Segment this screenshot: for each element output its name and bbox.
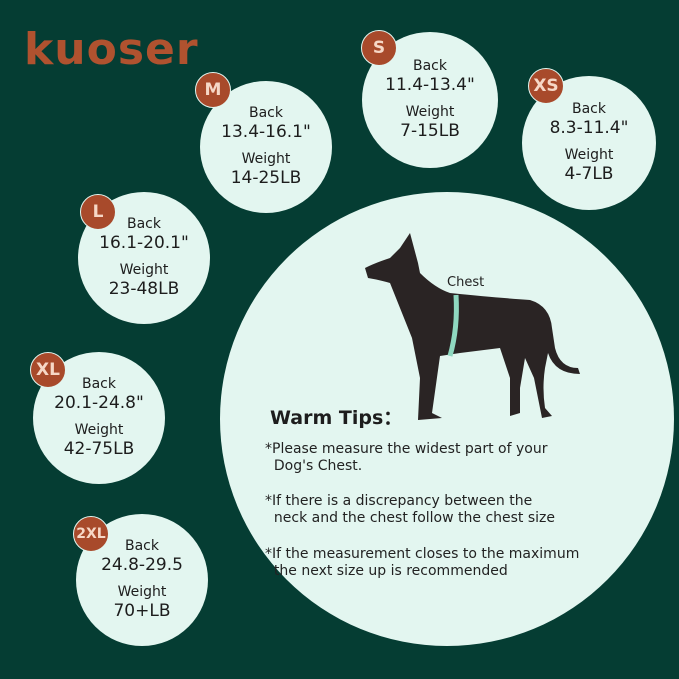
tip-item: *If there is a discrepancy between the n… xyxy=(265,493,556,526)
tip-item: *Please measure the widest part of your … xyxy=(265,441,548,474)
weight-label: Weight xyxy=(117,584,167,600)
back-label: Back xyxy=(127,216,161,232)
weight-value: 70+LB xyxy=(113,601,171,621)
size-circle-xs: Back 8.3-11.4" Weight 4-7LB xyxy=(522,76,656,210)
weight-label: Weight xyxy=(405,104,455,120)
back-value: 20.1-24.8" xyxy=(54,393,144,413)
size-badge: M xyxy=(195,72,231,108)
weight-value: 4-7LB xyxy=(564,164,614,184)
back-value: 24.8-29.5 xyxy=(101,555,183,575)
back-value: 8.3-11.4" xyxy=(549,118,629,138)
weight-label: Weight xyxy=(74,422,124,438)
weight-value: 23-48LB xyxy=(108,279,180,299)
dog-silhouette-icon xyxy=(365,233,580,420)
size-badge: XS xyxy=(528,68,564,104)
size-badge: L xyxy=(80,194,116,230)
weight-value: 42-75LB xyxy=(63,439,135,459)
back-value: 11.4-13.4" xyxy=(385,75,475,95)
measure-guide-circle xyxy=(220,192,674,646)
weight-label: Weight xyxy=(119,262,169,278)
weight-value: 7-15LB xyxy=(400,121,460,141)
warm-tips-title: Warm Tips： xyxy=(270,407,403,429)
weight-value: 14-25LB xyxy=(230,168,302,188)
weight-label: Weight xyxy=(241,151,291,167)
tip-item: *If the measurement closes to the maximu… xyxy=(265,546,580,579)
weight-label: Weight xyxy=(564,147,614,163)
brand-logo: kuoser xyxy=(24,24,199,75)
back-label: Back xyxy=(82,376,116,392)
back-label: Back xyxy=(249,105,283,121)
back-value: 16.1-20.1" xyxy=(99,233,189,253)
back-label: Back xyxy=(125,538,159,554)
back-label: Back xyxy=(413,58,447,74)
size-badge: S xyxy=(361,30,397,66)
size-circle-xl: Back 20.1-24.8" Weight 42-75LB xyxy=(33,352,165,484)
back-label: Back xyxy=(572,101,606,117)
chest-label: Chest xyxy=(447,275,485,290)
size-badge: XL xyxy=(30,352,66,388)
size-badge: 2XL xyxy=(73,516,109,552)
back-value: 13.4-16.1" xyxy=(221,122,311,142)
